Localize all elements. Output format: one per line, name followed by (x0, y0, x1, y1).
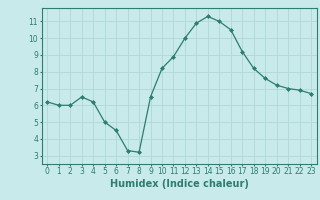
X-axis label: Humidex (Indice chaleur): Humidex (Indice chaleur) (110, 179, 249, 189)
